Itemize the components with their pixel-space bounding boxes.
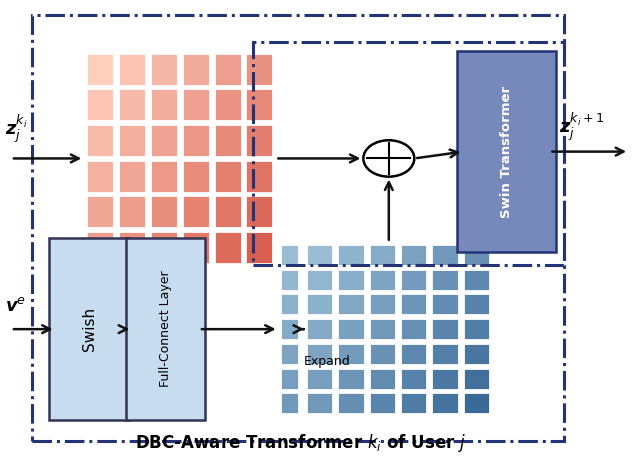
Bar bbox=[150, 196, 178, 229]
Bar bbox=[463, 294, 490, 316]
Bar bbox=[400, 269, 428, 291]
Text: DBC-Aware Transformer $k_i$ of User $j$: DBC-Aware Transformer $k_i$ of User $j$ bbox=[135, 432, 467, 454]
Bar bbox=[150, 53, 178, 86]
Bar bbox=[369, 294, 396, 316]
Bar bbox=[182, 160, 210, 193]
Bar bbox=[431, 294, 459, 316]
Bar bbox=[246, 231, 273, 264]
Bar bbox=[182, 124, 210, 157]
Bar bbox=[431, 393, 459, 414]
Bar bbox=[214, 53, 242, 86]
Bar bbox=[306, 368, 333, 390]
Bar bbox=[431, 318, 459, 340]
Bar bbox=[182, 196, 210, 229]
Text: $\boldsymbol{v}^e$: $\boldsymbol{v}^e$ bbox=[4, 298, 26, 316]
Bar bbox=[280, 368, 299, 390]
Bar bbox=[214, 124, 242, 157]
Bar bbox=[182, 88, 210, 121]
Bar bbox=[246, 196, 273, 229]
Bar bbox=[86, 231, 114, 264]
Bar bbox=[369, 343, 396, 365]
Bar bbox=[463, 318, 490, 340]
Bar bbox=[280, 343, 299, 365]
Bar bbox=[337, 393, 365, 414]
Text: Full-Connect Layer: Full-Connect Layer bbox=[159, 271, 172, 387]
Bar bbox=[280, 244, 299, 266]
Bar bbox=[431, 269, 459, 291]
FancyBboxPatch shape bbox=[457, 51, 556, 252]
Bar bbox=[280, 393, 299, 414]
Bar bbox=[337, 318, 365, 340]
Text: Swish: Swish bbox=[81, 307, 97, 351]
Bar bbox=[337, 294, 365, 316]
Bar bbox=[214, 160, 242, 193]
Bar bbox=[400, 343, 428, 365]
Bar bbox=[306, 318, 333, 340]
Bar bbox=[246, 53, 273, 86]
Bar bbox=[280, 318, 299, 340]
Bar bbox=[400, 294, 428, 316]
Bar bbox=[118, 231, 146, 264]
Bar bbox=[280, 294, 299, 316]
Bar bbox=[463, 244, 490, 266]
Bar bbox=[337, 269, 365, 291]
Bar bbox=[246, 160, 273, 193]
Text: Swin Transformer: Swin Transformer bbox=[500, 86, 513, 218]
Bar bbox=[246, 124, 273, 157]
Text: Expand: Expand bbox=[304, 354, 351, 367]
Bar bbox=[431, 368, 459, 390]
Bar bbox=[86, 196, 114, 229]
Bar bbox=[118, 124, 146, 157]
Bar bbox=[306, 294, 333, 316]
Bar bbox=[86, 88, 114, 121]
Bar bbox=[337, 244, 365, 266]
Bar bbox=[214, 88, 242, 121]
Bar bbox=[463, 368, 490, 390]
Bar bbox=[306, 269, 333, 291]
Bar bbox=[431, 343, 459, 365]
Bar bbox=[400, 318, 428, 340]
Bar bbox=[369, 244, 396, 266]
Bar bbox=[400, 244, 428, 266]
Bar bbox=[86, 160, 114, 193]
Bar bbox=[246, 88, 273, 121]
Bar bbox=[306, 393, 333, 414]
Text: $\boldsymbol{z}_j^{k_i}$: $\boldsymbol{z}_j^{k_i}$ bbox=[4, 113, 27, 145]
Bar bbox=[182, 53, 210, 86]
Bar bbox=[337, 368, 365, 390]
Bar bbox=[337, 343, 365, 365]
Bar bbox=[150, 231, 178, 264]
Bar bbox=[118, 160, 146, 193]
Circle shape bbox=[364, 140, 414, 177]
Bar bbox=[214, 231, 242, 264]
Bar bbox=[150, 160, 178, 193]
Bar bbox=[369, 368, 396, 390]
Bar bbox=[431, 244, 459, 266]
Bar bbox=[150, 124, 178, 157]
Bar bbox=[118, 196, 146, 229]
Bar bbox=[182, 231, 210, 264]
Text: $\boldsymbol{z}_j^{k_i+1}$: $\boldsymbol{z}_j^{k_i+1}$ bbox=[559, 111, 604, 142]
Bar bbox=[150, 88, 178, 121]
Bar bbox=[400, 393, 428, 414]
Bar bbox=[463, 343, 490, 365]
Bar bbox=[463, 269, 490, 291]
FancyBboxPatch shape bbox=[125, 238, 205, 420]
Bar bbox=[400, 368, 428, 390]
FancyBboxPatch shape bbox=[49, 238, 129, 420]
Bar bbox=[463, 393, 490, 414]
Bar bbox=[86, 124, 114, 157]
Bar bbox=[369, 269, 396, 291]
Bar bbox=[280, 269, 299, 291]
Bar bbox=[306, 343, 333, 365]
Bar bbox=[214, 196, 242, 229]
Bar bbox=[306, 244, 333, 266]
Bar bbox=[86, 53, 114, 86]
Bar bbox=[369, 393, 396, 414]
Bar bbox=[118, 53, 146, 86]
Bar bbox=[118, 88, 146, 121]
Bar bbox=[369, 318, 396, 340]
